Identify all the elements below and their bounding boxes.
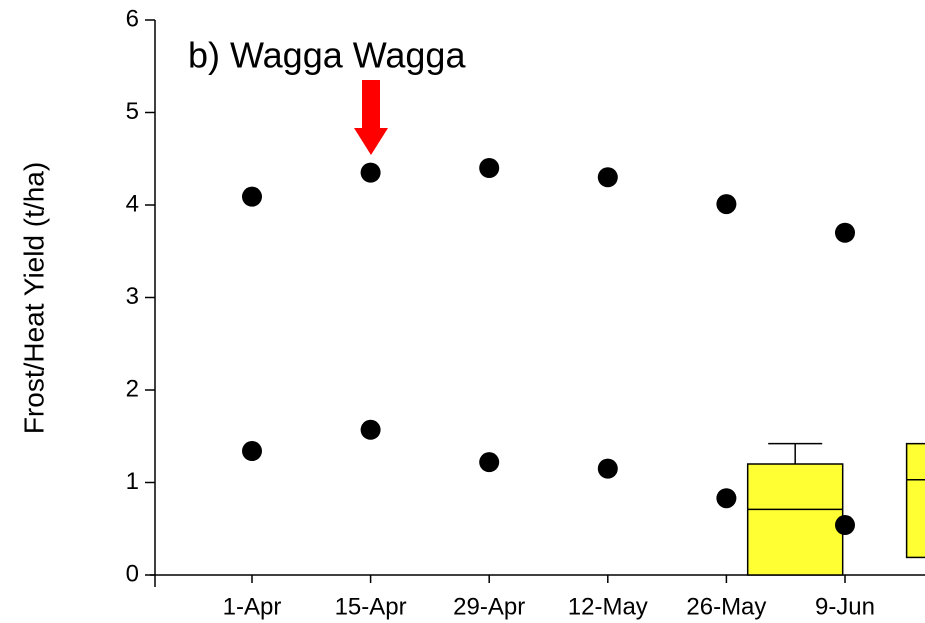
data-point	[479, 452, 500, 473]
x-tick-label: 1-Apr	[223, 593, 282, 620]
x-tick-label: 15-Apr	[335, 593, 407, 620]
y-tick-label: 4	[126, 190, 139, 217]
y-tick-label: 3	[126, 283, 139, 310]
data-point	[716, 488, 737, 509]
data-point	[835, 222, 855, 243]
box	[746, 463, 844, 576]
y-tick-label: 5	[126, 98, 139, 125]
data-point	[242, 186, 262, 207]
data-point	[716, 194, 737, 215]
x-tick-label: 9-Jun	[815, 593, 875, 620]
y-axis-label: Frost/Heat Yield (t/ha)	[18, 162, 49, 434]
data-point	[597, 458, 618, 479]
data-point	[597, 167, 618, 188]
data-point	[360, 419, 381, 440]
box	[905, 442, 925, 559]
x-tick-label: 26-May	[686, 593, 766, 620]
data-point	[360, 162, 381, 183]
y-tick-label: 2	[126, 375, 139, 402]
y-tick-label: 6	[126, 5, 139, 32]
data-point	[835, 515, 855, 536]
x-tick-label: 29-Apr	[453, 593, 525, 620]
data-point	[479, 158, 500, 178]
data-point	[242, 441, 262, 462]
x-tick-label: 12-May	[568, 593, 648, 620]
y-tick-label: 1	[126, 468, 139, 495]
annotation-arrow	[354, 80, 388, 155]
y-tick-label: 0	[126, 560, 139, 587]
chart-title: b) Wagga Wagga	[188, 35, 466, 76]
